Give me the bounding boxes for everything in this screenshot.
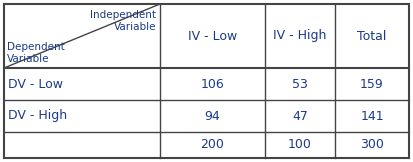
Text: Independent: Independent bbox=[90, 10, 156, 20]
Text: 300: 300 bbox=[360, 139, 384, 151]
Text: Dependent: Dependent bbox=[7, 42, 65, 52]
Text: 141: 141 bbox=[360, 110, 384, 122]
Text: DV - High: DV - High bbox=[8, 110, 67, 122]
Text: Total: Total bbox=[357, 29, 387, 42]
Text: 47: 47 bbox=[292, 110, 308, 122]
Text: 94: 94 bbox=[204, 110, 221, 122]
Text: 159: 159 bbox=[360, 77, 384, 91]
Text: Variable: Variable bbox=[114, 22, 156, 32]
Text: 106: 106 bbox=[201, 77, 224, 91]
Text: IV - Low: IV - Low bbox=[188, 29, 237, 42]
Text: DV - Low: DV - Low bbox=[8, 77, 63, 91]
Text: IV - High: IV - High bbox=[273, 29, 327, 42]
Text: 53: 53 bbox=[292, 77, 308, 91]
Text: 100: 100 bbox=[288, 139, 312, 151]
Text: Variable: Variable bbox=[7, 54, 50, 64]
Text: 200: 200 bbox=[201, 139, 224, 151]
